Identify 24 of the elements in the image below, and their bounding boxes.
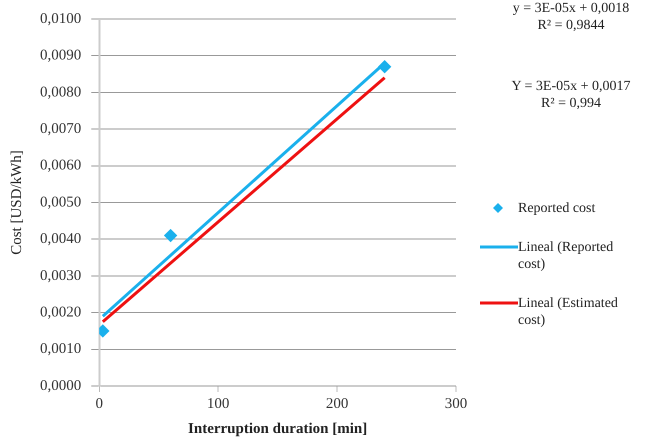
x-tick-label: 300 — [444, 396, 468, 412]
text: y = 3E-05x + 0,0018 R² = 0,9844 — [512, 0, 630, 34]
y-tick-label: 0,0040 — [40, 231, 82, 248]
legend-label: Lineal (Reported cost) — [518, 239, 614, 273]
y-tick-label: 0,0050 — [40, 194, 82, 210]
point — [164, 229, 178, 242]
y-tick-label: 0,0010 — [40, 341, 82, 358]
y-tick-label: 0,0080 — [40, 84, 82, 100]
y-tick-label: 0,0000 — [40, 378, 82, 394]
y-tick-label: 0,0100 — [40, 10, 82, 27]
y-tick-label: 0,0060 — [40, 158, 82, 174]
x-tick-label: 200 — [326, 396, 348, 412]
y-tick-label: 0,0070 — [40, 121, 82, 138]
y-tick-label: 0,0020 — [40, 304, 82, 321]
x-tick-label: 100 — [206, 396, 230, 412]
x-axis-title: Interruption duration [min] — [188, 420, 368, 437]
x-tick-label: 0 — [96, 396, 103, 412]
legend-label: Reported cost — [518, 200, 596, 217]
text: Y = 3E-05x + 0,0017 R² = 0,994 — [510, 78, 632, 112]
y-tick-label: 0,0090 — [40, 48, 82, 64]
y-axis-title: Cost [USD/kWh] — [8, 150, 25, 255]
legend-label: Lineal (Estimated cost) — [518, 295, 619, 329]
point — [378, 60, 392, 74]
y-tick-label: 0,0030 — [40, 268, 82, 284]
